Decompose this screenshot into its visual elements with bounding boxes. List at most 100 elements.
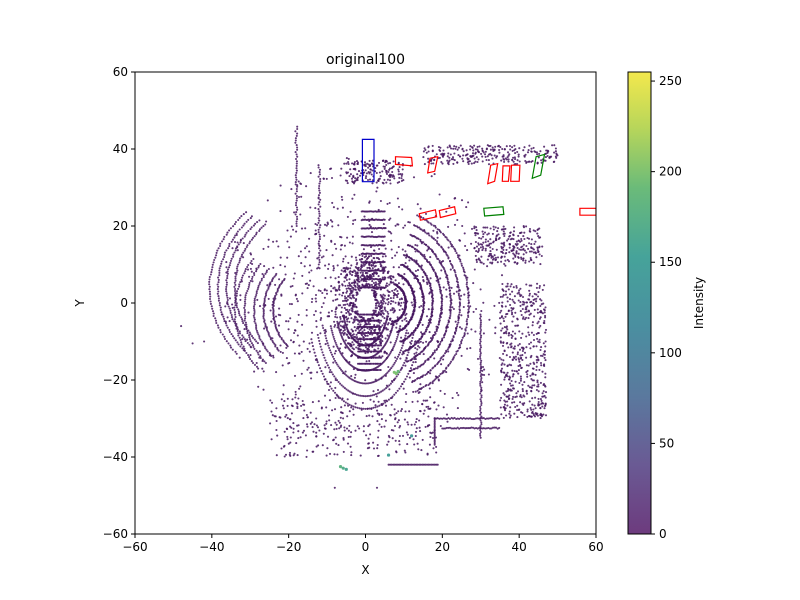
lidar-point xyxy=(218,271,221,274)
lidar-point xyxy=(235,327,238,330)
lidar-point xyxy=(370,264,373,267)
lidar-point xyxy=(225,283,228,286)
lidar-point xyxy=(383,399,386,402)
lidar-point xyxy=(210,271,213,274)
lidar-point xyxy=(438,319,441,322)
lidar-point xyxy=(521,295,525,299)
lidar-point xyxy=(537,385,540,388)
lidar-point xyxy=(467,427,470,430)
lidar-point xyxy=(381,276,384,279)
lidar-point xyxy=(270,401,274,404)
lidar-point xyxy=(480,423,483,426)
lidar-point xyxy=(400,409,403,413)
lidar-point xyxy=(405,256,408,259)
lidar-point xyxy=(274,274,277,277)
lidar-point xyxy=(476,357,480,360)
lidar-point xyxy=(282,407,285,410)
lidar-point xyxy=(256,342,259,345)
lidar-point xyxy=(468,368,471,371)
lidar-point xyxy=(218,274,221,277)
lidar-point xyxy=(516,246,519,250)
lidar-point xyxy=(513,226,516,229)
lidar-point xyxy=(350,285,353,288)
lidar-point xyxy=(367,331,370,334)
lidar-point xyxy=(422,270,425,273)
lidar-point xyxy=(538,326,541,329)
lidar-point xyxy=(386,178,389,181)
lidar-point xyxy=(310,269,313,272)
lidar-point xyxy=(419,207,422,210)
lidar-point xyxy=(236,269,239,272)
lidar-point xyxy=(387,463,390,466)
lidar-point xyxy=(423,331,426,335)
lidar-point xyxy=(339,174,342,177)
lidar-point xyxy=(422,412,425,415)
lidar-point xyxy=(255,293,258,297)
lidar-point xyxy=(441,417,444,420)
lidar-point xyxy=(326,221,329,224)
lidar-point xyxy=(404,250,407,253)
lidar-point xyxy=(223,251,227,254)
lidar-point xyxy=(457,319,460,322)
lidar-point xyxy=(536,282,539,285)
lidar-point xyxy=(538,227,541,230)
lidar-point xyxy=(508,394,511,397)
lidar-point xyxy=(255,327,258,330)
lidar-point xyxy=(413,259,416,262)
lidar-point xyxy=(379,368,382,372)
lidar-point xyxy=(287,362,290,365)
lidar-point xyxy=(447,283,450,287)
lidar-point xyxy=(479,384,482,387)
lidar-point xyxy=(393,309,396,312)
lidar-point xyxy=(227,342,230,345)
lidar-point xyxy=(458,295,461,299)
lidar-point xyxy=(229,309,232,312)
lidar-point xyxy=(235,325,238,328)
lidar-point xyxy=(342,329,345,332)
lidar-point xyxy=(378,282,382,285)
lidar-point xyxy=(238,312,241,315)
lidar-point xyxy=(544,314,547,317)
lidar-point xyxy=(424,425,427,428)
lidar-point xyxy=(376,278,380,281)
lidar-point xyxy=(445,329,448,332)
lidar-point xyxy=(459,346,462,349)
lidar-point xyxy=(458,326,462,329)
lidar-point xyxy=(233,318,236,321)
lidar-point xyxy=(394,439,397,442)
lidar-point xyxy=(515,286,518,289)
lidar-point xyxy=(432,224,435,227)
lidar-point xyxy=(505,145,508,148)
lidar-point xyxy=(454,271,457,274)
lidar-point xyxy=(436,341,440,344)
lidar-point xyxy=(253,363,257,366)
lidar-point xyxy=(440,304,444,307)
lidar-point xyxy=(231,306,234,309)
lidar-point xyxy=(331,220,334,223)
lidar-point xyxy=(381,355,384,358)
lidar-point xyxy=(463,293,466,296)
lidar-point xyxy=(233,285,236,288)
lidar-point xyxy=(278,278,281,281)
lidar-point xyxy=(486,265,489,268)
lidar-point xyxy=(350,317,353,320)
lidar-point xyxy=(400,408,403,411)
lidar-point xyxy=(511,146,514,149)
lidar-point xyxy=(362,279,365,283)
lidar-point xyxy=(449,153,452,156)
lidar-point xyxy=(255,270,258,273)
lidar-point xyxy=(424,345,427,348)
lidar-point xyxy=(542,413,545,416)
lidar-point xyxy=(475,226,478,229)
lidar-point xyxy=(250,335,254,338)
lidar-point xyxy=(220,262,223,265)
lidar-point xyxy=(343,280,346,283)
lidar-point xyxy=(525,301,528,304)
lidar-point xyxy=(536,249,539,252)
lidar-point xyxy=(449,362,452,365)
lidar-point xyxy=(360,265,363,268)
lidar-point xyxy=(424,359,427,362)
lidar-point xyxy=(436,417,439,420)
lidar-point xyxy=(451,306,454,309)
lidar-point xyxy=(246,338,249,341)
